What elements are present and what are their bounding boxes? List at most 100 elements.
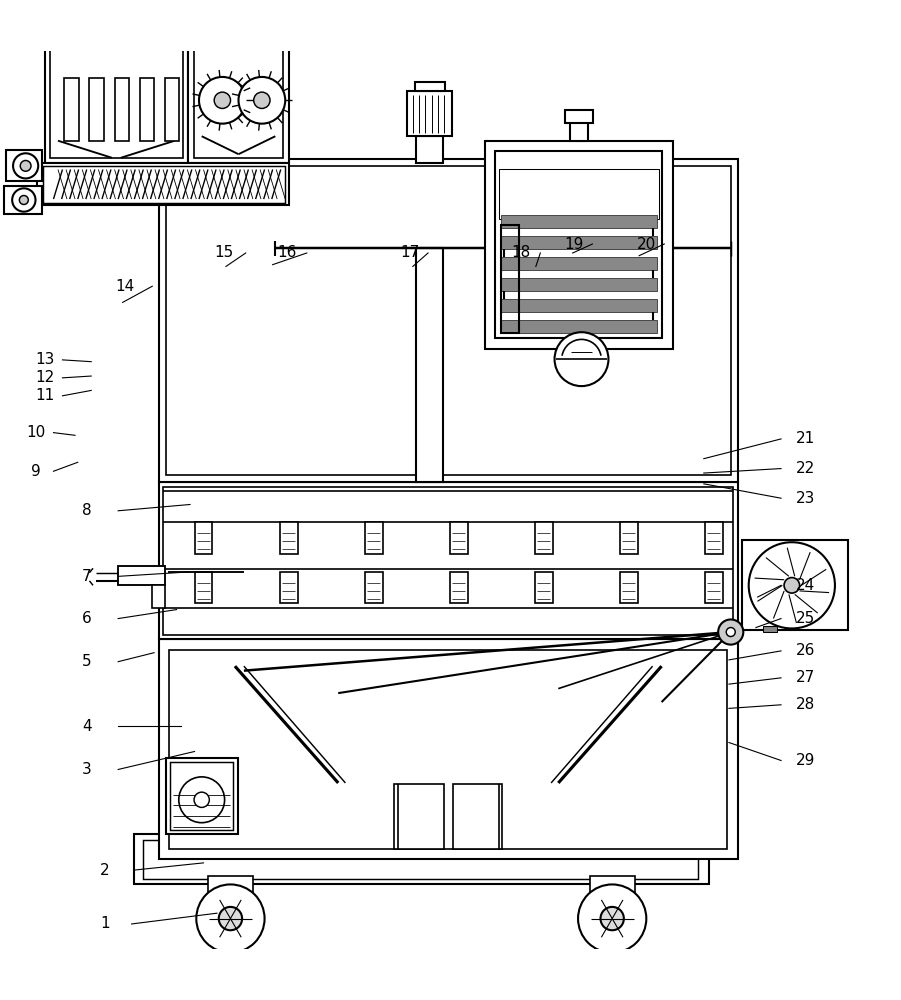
- Bar: [44, 24, 188, 163]
- Bar: [165, 78, 179, 141]
- Bar: [452, 784, 502, 849]
- Bar: [64, 78, 78, 141]
- Text: 23: 23: [796, 491, 815, 506]
- Bar: [195, 572, 213, 603]
- Bar: [570, 116, 588, 141]
- Bar: [565, 110, 594, 123]
- Text: 28: 28: [796, 697, 815, 712]
- Circle shape: [199, 77, 246, 124]
- Bar: [534, 522, 552, 554]
- Bar: [414, 82, 445, 91]
- Bar: [763, 626, 778, 632]
- Bar: [188, 24, 289, 163]
- Bar: [166, 758, 238, 834]
- Bar: [534, 572, 552, 603]
- Text: 3: 3: [82, 762, 92, 777]
- Bar: [705, 522, 723, 554]
- Bar: [485, 141, 673, 349]
- Bar: [742, 540, 849, 630]
- Bar: [395, 784, 444, 849]
- Circle shape: [196, 884, 265, 953]
- Bar: [143, 840, 698, 879]
- Text: 24: 24: [796, 578, 815, 593]
- Text: 22: 22: [796, 461, 815, 476]
- Circle shape: [178, 777, 224, 823]
- Bar: [152, 585, 165, 608]
- Bar: [82, 0, 150, 8]
- Bar: [501, 225, 519, 333]
- Circle shape: [19, 196, 28, 204]
- Circle shape: [554, 332, 608, 386]
- Text: 1: 1: [100, 916, 110, 931]
- Text: 14: 14: [115, 279, 135, 294]
- Bar: [163, 487, 733, 635]
- Text: 4: 4: [82, 719, 92, 734]
- Circle shape: [600, 907, 623, 930]
- Bar: [166, 166, 731, 475]
- Bar: [118, 566, 165, 585]
- Bar: [407, 91, 452, 136]
- Bar: [450, 522, 468, 554]
- Circle shape: [13, 188, 35, 212]
- Text: 27: 27: [796, 670, 815, 685]
- Text: 13: 13: [35, 352, 54, 367]
- Bar: [501, 236, 657, 249]
- Bar: [365, 522, 383, 554]
- Bar: [159, 159, 738, 482]
- Text: 15: 15: [214, 245, 233, 260]
- Circle shape: [239, 77, 286, 124]
- Bar: [620, 572, 638, 603]
- Bar: [279, 572, 297, 603]
- Text: 6: 6: [82, 611, 92, 626]
- Text: 20: 20: [637, 237, 656, 252]
- Text: 19: 19: [565, 237, 584, 252]
- Bar: [5, 186, 41, 214]
- Bar: [50, 29, 183, 158]
- Text: 8: 8: [82, 503, 92, 518]
- Circle shape: [784, 578, 799, 593]
- Text: 10: 10: [26, 425, 45, 440]
- Bar: [140, 78, 154, 141]
- Bar: [134, 834, 709, 884]
- Bar: [501, 278, 657, 291]
- Bar: [159, 639, 738, 859]
- Bar: [501, 320, 657, 333]
- Bar: [37, 163, 289, 205]
- Text: 26: 26: [796, 643, 815, 658]
- Bar: [496, 151, 662, 338]
- Bar: [705, 572, 723, 603]
- Bar: [416, 136, 443, 163]
- Circle shape: [749, 542, 835, 628]
- Circle shape: [578, 884, 646, 953]
- Circle shape: [20, 160, 31, 171]
- Circle shape: [726, 628, 735, 637]
- Bar: [416, 248, 443, 482]
- Circle shape: [214, 92, 231, 108]
- Bar: [501, 215, 657, 228]
- Text: 21: 21: [796, 431, 815, 446]
- Text: 18: 18: [511, 245, 530, 260]
- Text: 9: 9: [31, 464, 41, 479]
- Bar: [194, 29, 284, 158]
- Bar: [89, 78, 104, 141]
- Bar: [114, 78, 129, 141]
- Bar: [499, 169, 659, 219]
- Bar: [208, 876, 253, 896]
- Bar: [501, 257, 657, 270]
- Circle shape: [194, 792, 209, 807]
- Bar: [170, 762, 233, 830]
- Text: 25: 25: [796, 611, 815, 626]
- Bar: [159, 482, 738, 639]
- Text: 7: 7: [82, 569, 92, 584]
- Bar: [450, 572, 468, 603]
- Text: 12: 12: [35, 370, 54, 385]
- Bar: [501, 299, 657, 312]
- Text: 29: 29: [796, 753, 815, 768]
- Bar: [42, 166, 286, 203]
- Bar: [195, 522, 213, 554]
- Text: 11: 11: [35, 388, 54, 403]
- Circle shape: [219, 907, 242, 930]
- Text: 16: 16: [278, 245, 296, 260]
- Text: 5: 5: [82, 654, 92, 669]
- Text: 17: 17: [400, 245, 420, 260]
